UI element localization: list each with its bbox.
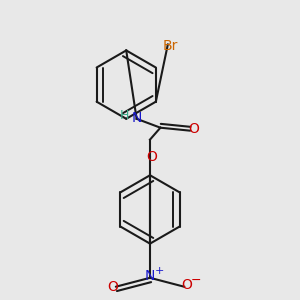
Text: N: N <box>131 111 142 124</box>
Text: O: O <box>182 278 193 292</box>
Text: O: O <box>107 280 118 294</box>
Text: O: O <box>146 150 157 164</box>
Text: N: N <box>145 269 155 283</box>
Text: +: + <box>155 266 164 276</box>
Text: Br: Br <box>163 39 178 53</box>
Text: H: H <box>119 109 129 122</box>
Text: O: O <box>188 122 199 136</box>
Text: −: − <box>190 274 201 287</box>
